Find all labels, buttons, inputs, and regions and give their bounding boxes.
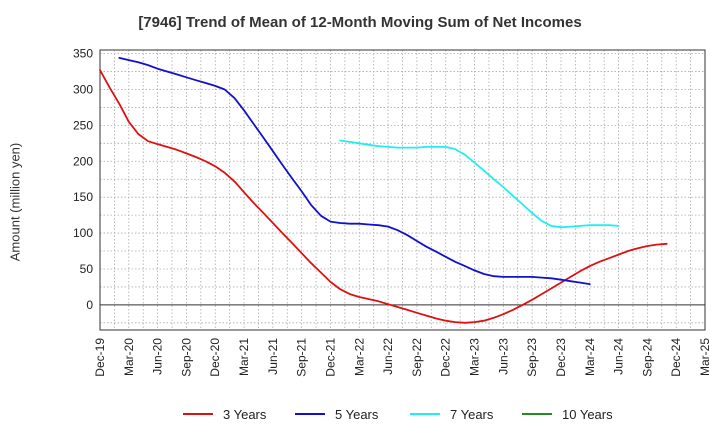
- y-tick-label: 50: [80, 262, 94, 276]
- y-tick-label: 0: [86, 298, 93, 312]
- x-tick-label: Jun-21: [266, 338, 280, 375]
- x-axis: Dec-19 Mar-20 Jun-20 Sep-20 Dec-20 Mar-21 Jun-…: [93, 338, 712, 377]
- legend-label-7-years: 7 Years: [450, 407, 494, 422]
- x-tick-label: Sep-20: [179, 338, 193, 377]
- chart-title: [7946] Trend of Mean of 12-Month Moving …: [138, 14, 582, 31]
- x-tick-label: Mar-20: [122, 338, 136, 376]
- x-tick-label: Jun-22: [381, 338, 395, 375]
- x-tick-label: Jun-24: [612, 338, 626, 375]
- x-tick-label: Dec-19: [93, 338, 107, 377]
- y-tick-label: 300: [73, 82, 93, 96]
- y-tick-label: 350: [73, 47, 93, 61]
- x-tick-label: Mar-23: [468, 338, 482, 376]
- y-tick-label: 100: [73, 226, 93, 240]
- series-line-3-years: [99, 69, 668, 324]
- series-line-5-years: [118, 57, 591, 285]
- legend-label-5-years: 5 Years: [335, 407, 379, 422]
- x-tick-label: Mar-25: [698, 338, 712, 376]
- grid-lines: [99, 50, 706, 330]
- y-tick-label: 200: [73, 154, 93, 168]
- legend: 3 Years 5 Years 7 Years 10 Years: [183, 407, 613, 422]
- series-lines: [99, 57, 668, 324]
- x-tick-label: Mar-24: [583, 338, 597, 376]
- x-tick-label: Jun-23: [496, 338, 510, 375]
- y-tick-label: 250: [73, 118, 93, 132]
- series-line-7-years: [339, 139, 620, 229]
- x-tick-label: Dec-24: [669, 338, 683, 377]
- x-tick-label: Sep-24: [640, 338, 654, 377]
- x-tick-label: Sep-22: [410, 338, 424, 377]
- x-tick-label: Mar-22: [352, 338, 366, 376]
- plot-area: [99, 49, 706, 331]
- x-tick-label: Sep-23: [525, 338, 539, 377]
- x-tick-label: Sep-21: [295, 338, 309, 377]
- y-tick-label: 150: [73, 190, 93, 204]
- legend-label-3-years: 3 Years: [223, 407, 267, 422]
- x-tick-label: Dec-22: [439, 338, 453, 377]
- y-axis: 0 50 100 150 200 250 300 350: [73, 47, 93, 312]
- x-tick-label: Jun-20: [151, 338, 165, 375]
- legend-label-10-years: 10 Years: [562, 407, 613, 422]
- x-tick-label: Dec-20: [208, 338, 222, 377]
- x-tick-label: Dec-21: [323, 338, 337, 377]
- x-tick-label: Mar-21: [237, 338, 251, 376]
- x-tick-label: Dec-23: [554, 338, 568, 377]
